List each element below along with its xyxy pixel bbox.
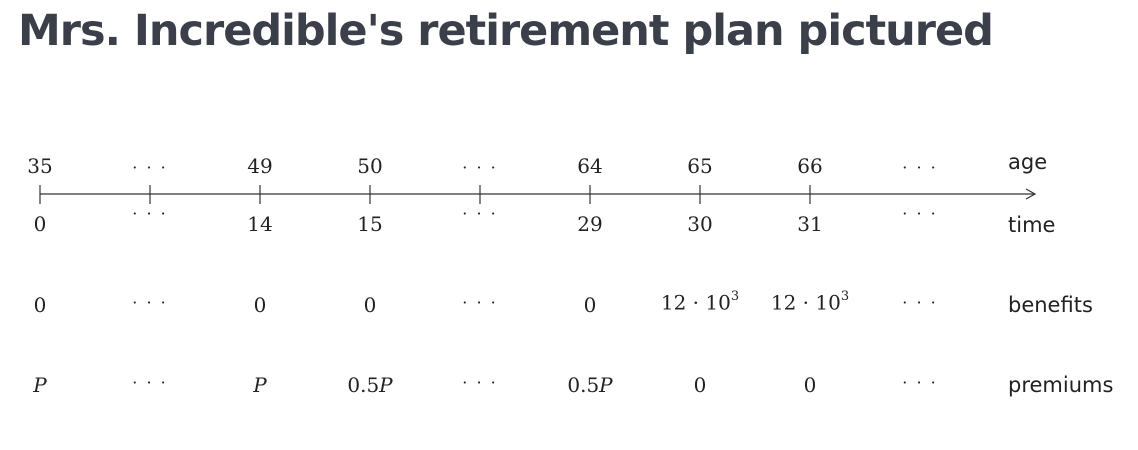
benefit-ellipsis: · · ·: [462, 293, 498, 312]
age-value: 66: [797, 154, 823, 178]
benefit-exponent: 3: [730, 289, 740, 304]
benefit-ellipsis: · · ·: [132, 293, 168, 312]
time-value: 15: [357, 212, 383, 236]
row-label-premiums: premiums: [1008, 373, 1114, 397]
benefit-base: 12 · 10: [660, 290, 731, 315]
benefit-value: 12 · 103: [660, 289, 740, 315]
time-ellipsis: · · ·: [902, 204, 938, 223]
benefit-value: 0: [363, 293, 377, 317]
axis-arrowhead: [1025, 188, 1037, 200]
premium-coefficient: 0.5: [347, 373, 380, 397]
time-ellipsis: · · ·: [462, 204, 498, 223]
premium-value: 0: [694, 375, 707, 395]
age-value: 64: [577, 154, 603, 178]
premium-coefficient: 0: [693, 373, 707, 397]
premium-variable: P: [33, 373, 47, 397]
row-label-benefits: benefits: [1008, 293, 1093, 317]
benefit-exponent: 3: [840, 289, 850, 304]
premium-value: 0: [804, 375, 817, 395]
premium-variable: P: [379, 373, 393, 397]
age-ellipsis: · · ·: [462, 158, 498, 177]
age-value: 65: [687, 154, 713, 178]
age-ellipsis: · · ·: [132, 158, 168, 177]
age-value: 35: [27, 154, 53, 178]
premium-variable: P: [253, 373, 267, 397]
time-value: 14: [247, 212, 273, 236]
benefit-value: 0: [33, 293, 47, 317]
premium-value: P: [253, 375, 266, 395]
premium-value: 0.5P: [567, 375, 612, 395]
premium-coefficient: 0: [803, 373, 817, 397]
premium-variable: P: [599, 373, 613, 397]
benefit-base: 12 · 10: [770, 290, 841, 315]
premium-ellipsis: · · ·: [132, 373, 168, 392]
time-value: 31: [797, 212, 823, 236]
benefit-value: 12 · 103: [770, 289, 850, 315]
premium-value: 0.5P: [347, 375, 392, 395]
row-label-time: time: [1008, 213, 1056, 237]
premium-coefficient: 0.5: [567, 373, 600, 397]
time-value: 0: [33, 212, 47, 236]
benefit-ellipsis: · · ·: [902, 293, 938, 312]
time-value: 29: [577, 212, 603, 236]
premium-value: P: [33, 375, 46, 395]
row-label-age: age: [1008, 150, 1048, 174]
age-ellipsis: · · ·: [902, 158, 938, 177]
benefit-value: 0: [583, 293, 597, 317]
premium-ellipsis: · · ·: [462, 373, 498, 392]
age-value: 50: [357, 154, 383, 178]
time-ellipsis: · · ·: [132, 204, 168, 223]
benefit-value: 0: [253, 293, 267, 317]
age-value: 49: [247, 154, 273, 178]
page-title: Mrs. Incredible's retirement plan pictur…: [18, 6, 994, 56]
premium-ellipsis: · · ·: [902, 373, 938, 392]
time-value: 30: [687, 212, 713, 236]
